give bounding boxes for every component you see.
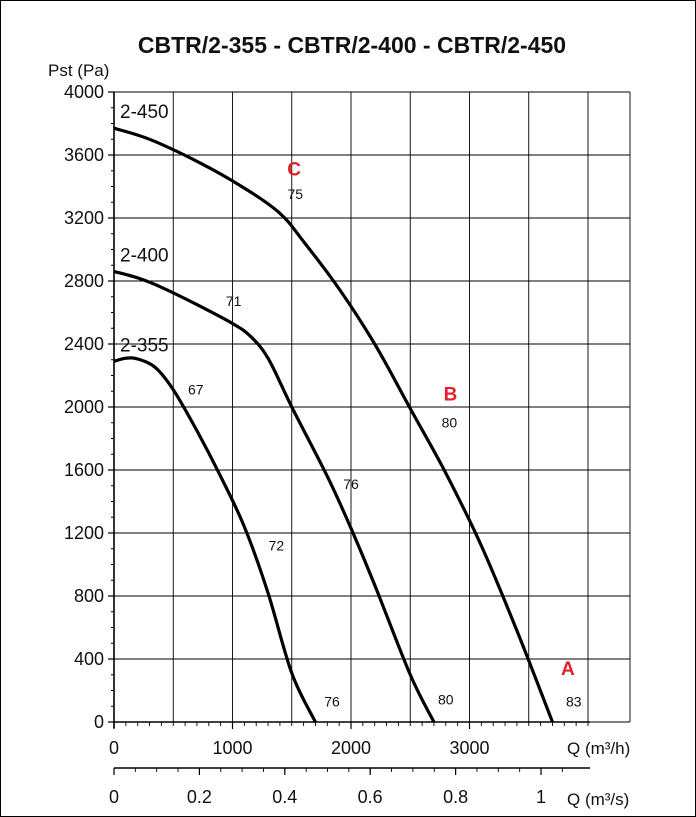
series-label-2-355: 2-355 xyxy=(120,335,169,356)
x-tick-label: 1000 xyxy=(212,738,252,758)
series-label-2-400: 2-400 xyxy=(120,246,169,267)
x-axis-label: Q (m³/h) xyxy=(567,739,630,758)
y-tick-label: 3200 xyxy=(64,208,104,228)
operating-point-A: A xyxy=(561,659,575,680)
y-tick-label: 3600 xyxy=(64,145,104,165)
y-tick-label: 2000 xyxy=(64,397,104,417)
y-tick-label: 1600 xyxy=(64,460,104,480)
chart-title: CBTR/2-355 - CBTR/2-400 - CBTR/2-450 xyxy=(138,32,566,58)
x-tick-label: 3000 xyxy=(449,738,489,758)
y-tick-label: 800 xyxy=(74,586,104,606)
curve-2-450 xyxy=(113,126,554,723)
x-tick-label: 0 xyxy=(109,738,119,758)
efficiency-label: 67 xyxy=(188,381,204,397)
efficiency-label: 83 xyxy=(566,693,582,709)
x-tick-label: 2000 xyxy=(331,738,371,758)
labels: 2-355 67 72 76 2-400 71 76 80 2-450 75 80 83 C B A xyxy=(120,102,582,709)
x-secondary-tick-label: 0.4 xyxy=(272,787,297,807)
x-secondary-tick-label: 0.8 xyxy=(443,787,468,807)
y-tick-label: 2400 xyxy=(64,334,104,354)
operating-point-C: C xyxy=(287,159,301,180)
efficiency-label: 72 xyxy=(269,537,285,553)
x-secondary-tick-label: 0.6 xyxy=(358,787,383,807)
x-axis-secondary-label: Q (m³/s) xyxy=(567,790,629,809)
efficiency-label: 71 xyxy=(226,293,242,309)
grid xyxy=(113,91,631,723)
y-tick-label: 4000 xyxy=(64,82,104,102)
y-tick-label: 0 xyxy=(94,712,104,732)
efficiency-label: 76 xyxy=(343,476,359,492)
efficiency-label: 80 xyxy=(442,414,458,430)
series-label-2-450: 2-450 xyxy=(120,102,169,123)
efficiency-label: 76 xyxy=(324,693,340,709)
y-tick-label: 400 xyxy=(74,649,104,669)
efficiency-label: 75 xyxy=(288,186,304,202)
efficiency-label: 80 xyxy=(438,692,454,708)
curves xyxy=(113,126,554,723)
x-secondary-tick-label: 0 xyxy=(109,787,119,807)
y-tick-label: 1200 xyxy=(64,523,104,543)
curve-2-355 xyxy=(113,356,317,723)
curve-2-400 xyxy=(113,270,436,723)
x-secondary-tick-label: 0.2 xyxy=(187,787,212,807)
y-tick-label: 2800 xyxy=(64,271,104,291)
y-axis-label: Pst (Pa) xyxy=(48,61,109,80)
axes: 0400800120016002000240028003200360040000… xyxy=(64,82,590,807)
operating-point-B: B xyxy=(444,385,458,406)
x-secondary-tick-label: 1 xyxy=(536,787,546,807)
